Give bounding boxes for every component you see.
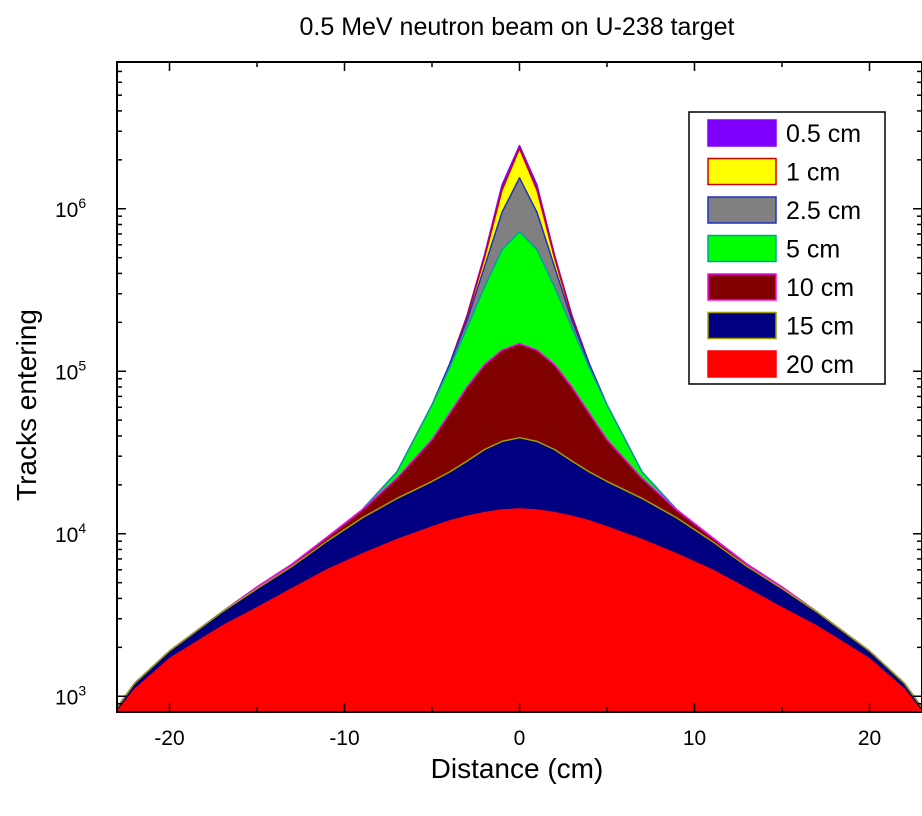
y-tick-label: 106 xyxy=(55,195,86,222)
y-tick-label: 103 xyxy=(55,682,86,709)
legend-swatch xyxy=(707,119,777,147)
x-tick-label: 0 xyxy=(514,727,526,750)
area-series-group xyxy=(116,144,922,713)
legend-label: 5 cm xyxy=(786,236,840,264)
legend-label: 0.5 cm xyxy=(786,120,861,148)
x-axis-label: Distance (cm) xyxy=(431,753,604,784)
x-tick-label: -20 xyxy=(154,727,184,750)
x-tick-label: 10 xyxy=(683,727,706,750)
legend-swatch xyxy=(707,196,777,224)
y-axis-label: Tracks entering xyxy=(11,309,42,501)
legend-label: 2.5 cm xyxy=(786,197,861,225)
legend-swatch xyxy=(707,311,777,340)
x-tick-label: 20 xyxy=(858,727,881,750)
legend-label: 15 cm xyxy=(786,313,854,341)
legend-swatch xyxy=(707,234,777,263)
x-axis: -20 -10 0 10 20 xyxy=(154,62,881,750)
area-series-7 xyxy=(116,508,922,713)
y-tick-label: 105 xyxy=(55,357,86,384)
y-tick-label: 104 xyxy=(55,520,86,547)
legend-label: 10 cm xyxy=(786,274,854,302)
legend-swatch xyxy=(707,273,777,301)
legend: 0.5 cm 1 cm 2.5 cm 5 cm 10 cm 15 cm 20 cm xyxy=(688,111,886,385)
legend-swatch xyxy=(707,157,777,186)
legend-swatch xyxy=(707,350,777,378)
chart-title: 0.5 MeV neutron beam on U-238 target xyxy=(300,13,735,41)
legend-label: 1 cm xyxy=(786,159,840,187)
legend-label: 20 cm xyxy=(786,351,854,379)
x-tick-label: -10 xyxy=(329,727,359,750)
